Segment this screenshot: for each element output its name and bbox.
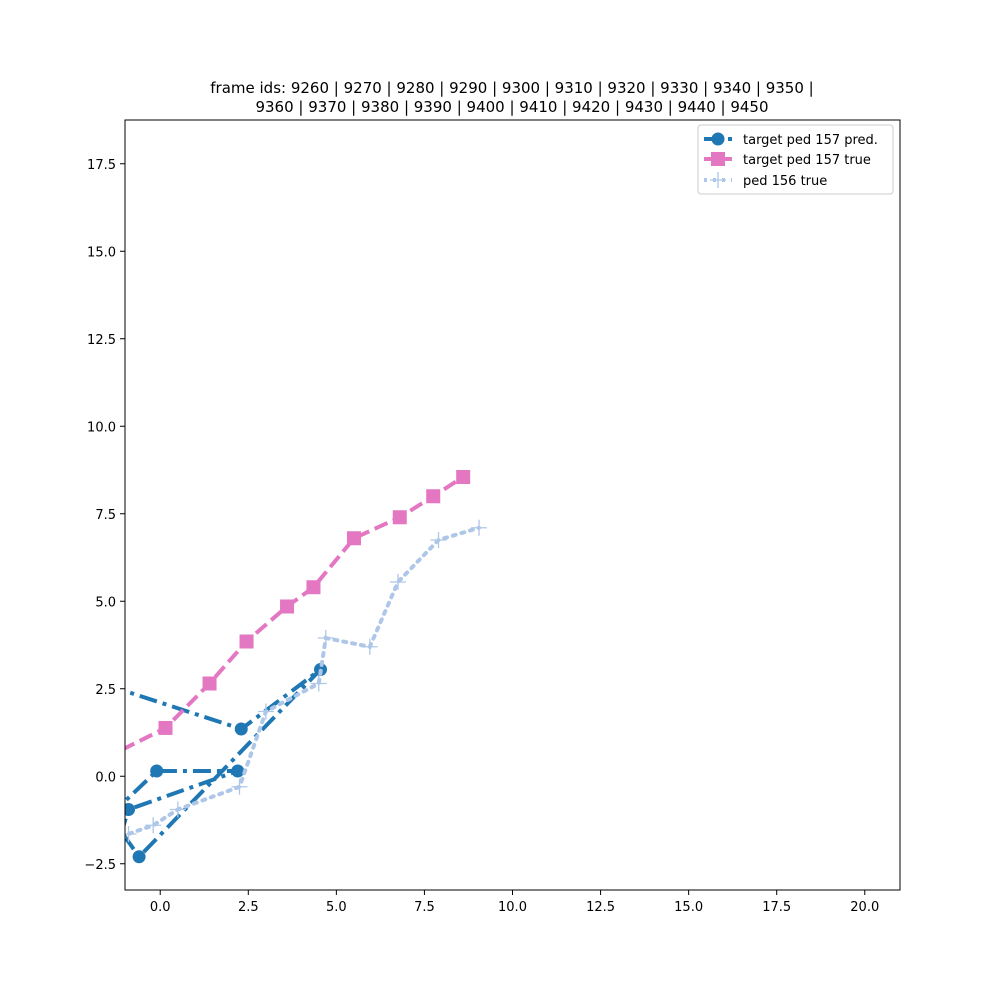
series-2-point-6: [306, 580, 321, 595]
x-tick-label: 10.0: [498, 900, 527, 915]
y-tick-label: 0.0: [95, 770, 116, 785]
series-2-point-9: [426, 489, 441, 504]
x-tick-label: 5.0: [326, 900, 347, 915]
series-3-point-5: [231, 778, 248, 795]
series-line-3: [125, 525, 481, 840]
legend-swatch-marker-1: [711, 132, 725, 146]
y-tick-label: 5.0: [95, 595, 116, 610]
series-3-point-12: [471, 519, 488, 536]
series-line-1: [125, 667, 322, 860]
y-tick-label: −2.5: [84, 858, 116, 873]
series-1-point-2: [234, 722, 248, 736]
series-2-point-4: [239, 634, 254, 649]
series-2: [125, 470, 471, 751]
y-tick-label: 15.0: [87, 245, 116, 260]
y-tick-label: 12.5: [87, 333, 116, 348]
series-3: [125, 519, 488, 842]
series-3-point-2: [125, 826, 137, 842]
series-3-point-8: [317, 630, 334, 646]
series-3-point-11: [430, 532, 447, 548]
series-3-point-9: [361, 638, 378, 655]
series-3-point-7: [310, 675, 327, 692]
legend-swatches: [704, 132, 732, 188]
series-1-point-7: [150, 764, 164, 778]
series-1-point-4: [132, 850, 146, 864]
series-1-point-8: [231, 764, 245, 778]
series-2-point-5: [280, 599, 295, 614]
series-2-point-2: [158, 720, 173, 735]
series-2-point-10: [456, 470, 471, 484]
legend-box: [697, 124, 894, 195]
series-line-2: [125, 475, 465, 751]
chart-title-line-1: frame ids: 9260 | 9270 | 9280 | 9290 | 9…: [210, 79, 813, 97]
x-axis-ticks: 0.0 2.5 5.0 7.5 10.0 12.5 15.0 17.5 20.0: [150, 890, 879, 915]
series-layer: [125, 470, 488, 864]
legend: target ped 157 pred. target ped 157 true…: [697, 124, 894, 195]
y-tick-label: 10.0: [87, 420, 116, 435]
x-tick-label: 12.5: [586, 900, 615, 915]
legend-label-true: target ped 157 true: [743, 153, 871, 168]
y-axis-ticks: −2.5 0.0 2.5 5.0 7.5 10.0 12.5 15.0 17.5: [84, 158, 125, 873]
series-3-point-10: [390, 574, 407, 590]
y-tick-label: 17.5: [87, 158, 116, 173]
series-1-point-9: [125, 803, 136, 816]
x-tick-label: 15.0: [674, 900, 703, 915]
series-2-point-7: [346, 531, 361, 546]
x-tick-label: 0.0: [150, 900, 171, 915]
legend-label-ped156: ped 156 true: [743, 174, 827, 189]
series-2-point-8: [392, 510, 407, 525]
series-3-point-4: [169, 801, 186, 818]
x-tick-label: 20.0: [850, 900, 879, 915]
x-tick-label: 2.5: [238, 900, 259, 915]
y-tick-label: 7.5: [95, 508, 116, 523]
chart-title-line-2: 9360 | 9370 | 9380 | 9390 | 9400 | 9410 …: [255, 98, 768, 116]
series-3-point-3: [145, 817, 162, 834]
legend-label-pred: target ped 157 pred.: [743, 133, 878, 148]
x-tick-label: 17.5: [762, 900, 791, 915]
y-tick-label: 2.5: [95, 683, 116, 698]
legend-swatch-marker-3: [710, 172, 726, 188]
legend-swatch-marker-2: [711, 152, 725, 166]
x-tick-label: 7.5: [414, 900, 435, 915]
series-3-point-6: [257, 703, 274, 720]
series-2-point-3: [202, 676, 217, 691]
